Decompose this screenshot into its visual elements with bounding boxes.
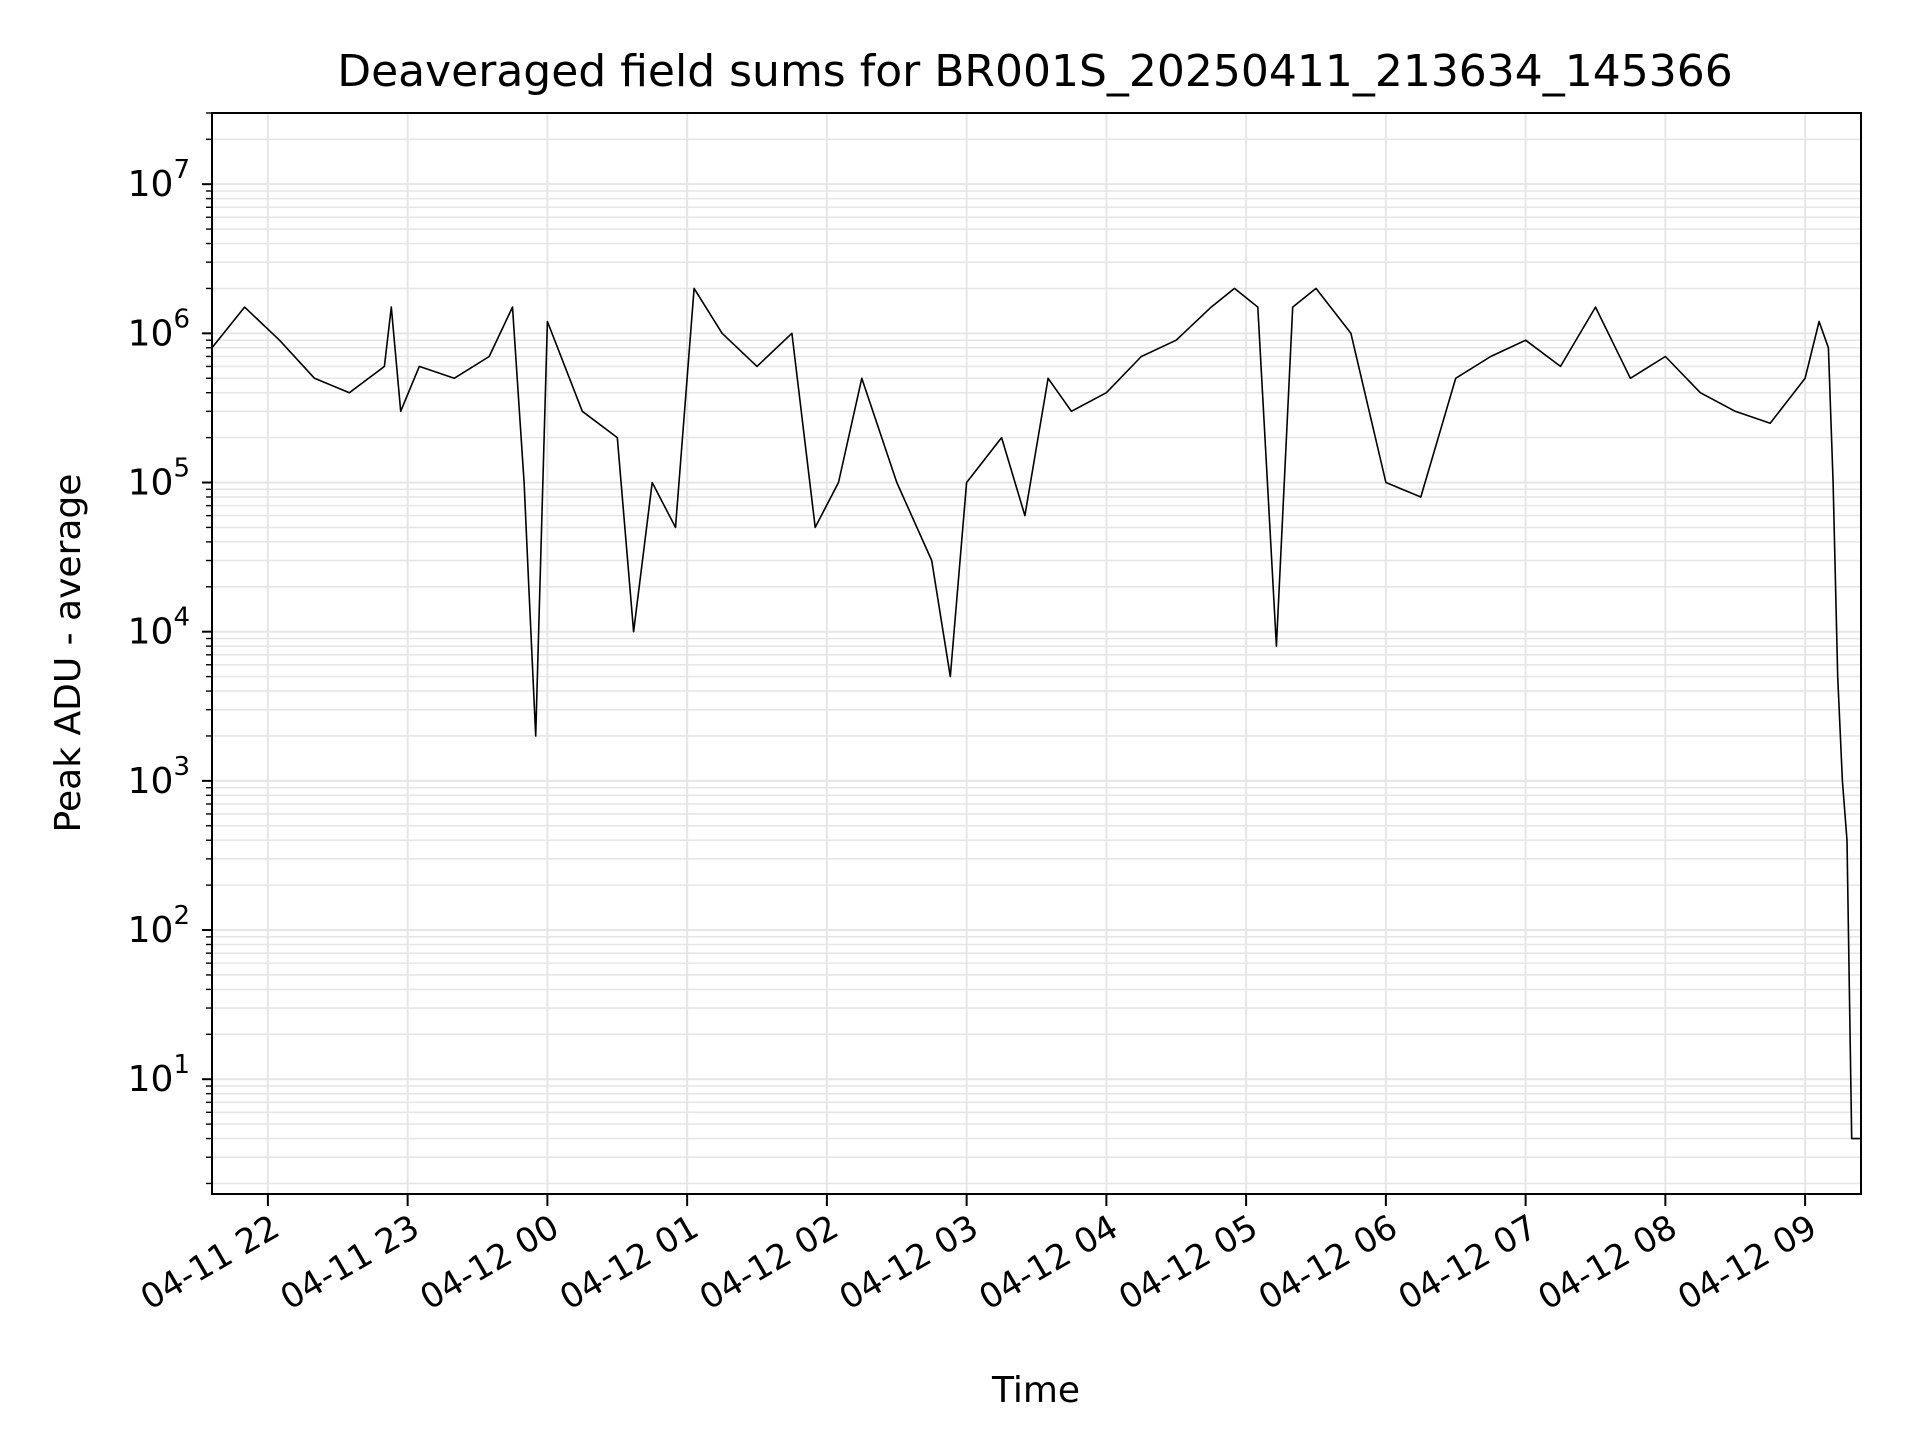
- x-tick-label: 04-12 07: [1392, 1207, 1544, 1318]
- x-axis-label: Time: [991, 1370, 1080, 1411]
- y-tick-label: 105: [128, 454, 190, 504]
- axes-frame: [211, 112, 1862, 1195]
- x-tick-label: 04-12 05: [1112, 1207, 1264, 1318]
- y-tick-label: 104: [128, 603, 190, 653]
- y-tick-exponent: 6: [173, 304, 190, 334]
- x-tick-label: 04-12 04: [972, 1207, 1124, 1318]
- y-tick-label: 106: [128, 304, 190, 354]
- plot-area: [212, 287, 1861, 1140]
- y-tick-base: 10: [128, 612, 174, 653]
- x-tick-label: 04-11 23: [274, 1207, 426, 1318]
- x-tick-label: 04-12 09: [1671, 1207, 1823, 1318]
- y-tick-label: 107: [128, 155, 190, 205]
- major-grid: [212, 113, 1861, 1194]
- y-tick-label: 101: [128, 1050, 190, 1100]
- y-tick-exponent: 1: [173, 1050, 190, 1080]
- y-tick-exponent: 7: [173, 155, 190, 185]
- series-line: [212, 287, 1861, 1140]
- x-tick-label: 04-12 02: [693, 1207, 845, 1318]
- y-tick-exponent: 3: [173, 752, 190, 782]
- x-tick-label: 04-12 01: [553, 1207, 705, 1318]
- x-tick-label: 04-11 22: [134, 1207, 286, 1318]
- x-tick-label: 04-12 03: [833, 1207, 985, 1318]
- y-tick-base: 10: [128, 1059, 174, 1100]
- y-tick-exponent: 4: [173, 603, 190, 633]
- y-tick-base: 10: [128, 910, 174, 951]
- y-tick-base: 10: [128, 164, 174, 205]
- x-tick-label: 04-12 06: [1252, 1207, 1404, 1318]
- minor-grid: [212, 112, 1861, 1185]
- y-tick-base: 10: [128, 313, 174, 354]
- x-tick-label: 04-12 08: [1531, 1207, 1683, 1318]
- y-tick-base: 10: [128, 761, 174, 802]
- chart-title: Deaveraged field sums for BR001S_2025041…: [337, 46, 1733, 97]
- y-tick-base: 10: [128, 463, 174, 504]
- y-tick-label: 103: [128, 752, 190, 802]
- x-tick-label: 04-12 00: [413, 1207, 565, 1318]
- y-tick-exponent: 2: [173, 901, 190, 931]
- y-axis-label: Peak ADU - average: [48, 474, 89, 833]
- y-tick-exponent: 5: [173, 454, 190, 484]
- y-tick-label: 102: [128, 901, 190, 951]
